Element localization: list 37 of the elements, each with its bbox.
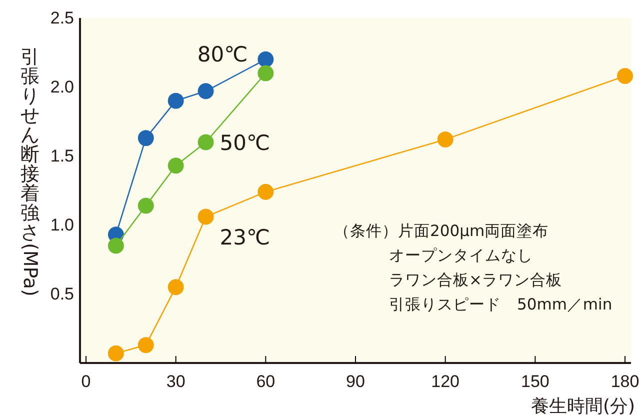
point (198, 83, 214, 100)
x-tick-label: 30 (166, 372, 186, 392)
point (437, 131, 454, 148)
point (138, 198, 154, 214)
y-tick-label: 1.5 (50, 146, 74, 166)
point (138, 130, 154, 146)
text: 引張りせん断接着強さ(MPa) (19, 46, 41, 296)
point (108, 345, 124, 362)
x-tick-label: 120 (431, 372, 460, 392)
series-label: 50℃ (220, 131, 270, 156)
series-label: 23℃ (220, 226, 270, 250)
point (138, 337, 154, 354)
point (168, 158, 184, 174)
annotation: オープンタイムなし (389, 246, 533, 264)
point (168, 92, 184, 109)
annotation: 引張りスピード 50mm／min (389, 296, 612, 314)
x-tick-label: 0 (81, 372, 91, 392)
x-axis-title: 養生時間(分) (530, 396, 635, 415)
point (198, 134, 214, 150)
point (258, 65, 274, 82)
annotation: ラワン合板×ラワン合板 (389, 271, 562, 289)
x-tick-label: 60 (256, 372, 276, 392)
y-tick-label: 2.0 (50, 77, 74, 96)
point (617, 68, 633, 84)
point (168, 279, 184, 296)
annotation: （条件）片面200μm両面塗布 (334, 222, 549, 240)
point (258, 51, 274, 68)
y-tick-label: 0.5 (50, 284, 74, 304)
x-tick-label: 90 (346, 372, 365, 392)
y-tick-label: 2.5 (50, 8, 74, 28)
y-tick-label: 1.0 (50, 215, 74, 234)
x-tick-label: 180 (610, 372, 639, 392)
point (198, 208, 214, 225)
point (108, 238, 124, 254)
x-tick-label: 150 (520, 372, 550, 392)
point (258, 184, 274, 200)
series-label: 80℃ (197, 42, 248, 66)
